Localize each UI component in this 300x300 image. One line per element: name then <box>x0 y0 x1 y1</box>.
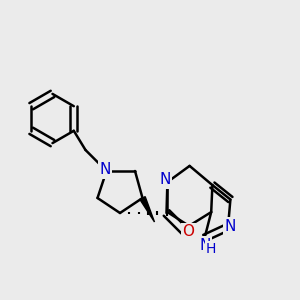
Text: N: N <box>99 162 111 177</box>
Text: N: N <box>200 238 211 253</box>
Text: H: H <box>206 242 216 256</box>
Text: O: O <box>182 224 194 239</box>
Text: N: N <box>159 172 171 187</box>
Polygon shape <box>140 197 154 222</box>
Text: N: N <box>225 219 236 234</box>
